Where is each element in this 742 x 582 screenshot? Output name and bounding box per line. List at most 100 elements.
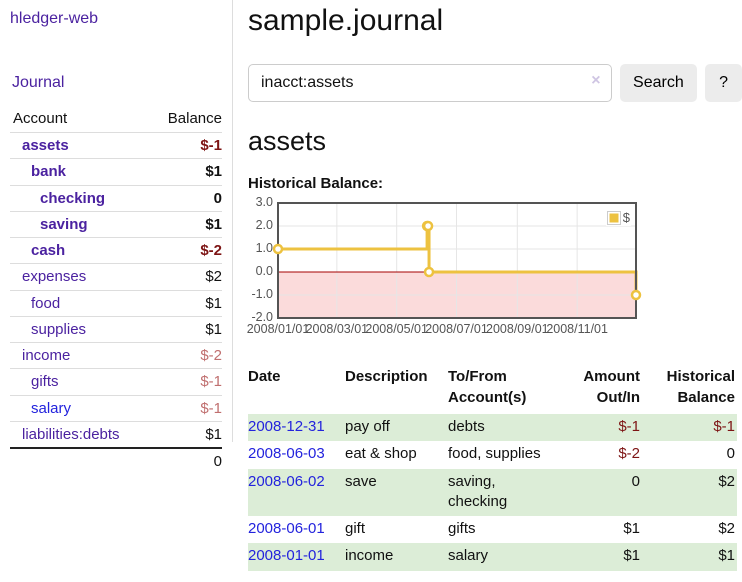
account-row: assets $-1 (10, 132, 222, 160)
chart-canvas (272, 202, 642, 319)
x-axis-tick-label: 2008/01/01 (246, 322, 310, 336)
search-input[interactable] (248, 64, 612, 102)
account-name-cell: salary (10, 395, 152, 422)
account-name-cell: food (10, 290, 152, 317)
account-balance: $-1 (151, 368, 222, 396)
y-axis-tick-label: 3.0 (255, 195, 273, 209)
account-link[interactable]: assets (22, 137, 69, 154)
y-axis-tick-label: 0.0 (255, 264, 273, 278)
account-link[interactable]: saving (40, 215, 88, 233)
accounts-header-row: Account Balance (10, 106, 222, 133)
account-row: cash $-2 (10, 237, 222, 265)
x-axis-tick-label: 2008/05/01 (365, 322, 428, 336)
register-table-body: 2008-12-31 pay off debts $-1 $-1 2008-06-03 ea… (248, 414, 737, 571)
account-row: checking 0 (10, 185, 222, 212)
transaction-amount-cell: $-1 (618, 418, 640, 435)
accounts-table: Account Balance assets $-1 bank $1 checking 0… (10, 106, 222, 475)
transaction-date-link[interactable]: 2008-06-01 (248, 520, 325, 537)
transaction-amount-cell: $-2 (618, 445, 640, 463)
accounts-header-balance: Balance (151, 106, 222, 133)
transaction-amount-cell: $1 (623, 520, 640, 537)
search-button[interactable]: Search (619, 64, 698, 102)
account-link[interactable]: income (22, 347, 71, 364)
account-name-cell: bank (10, 158, 152, 186)
account-name-cell: saving (10, 211, 152, 239)
account-link[interactable]: food (31, 294, 61, 312)
transaction-accounts-cell: saving, checking (448, 472, 508, 510)
app-title-link[interactable]: hledger-web (10, 10, 99, 27)
account-name-cell: cash (10, 237, 152, 265)
search-box: × (248, 64, 612, 102)
sidebar-item-journal[interactable]: Journal (12, 74, 65, 91)
account-row: saving $1 (10, 211, 222, 239)
accounts-header-account: Account (10, 106, 152, 133)
clear-search-icon[interactable]: × (591, 72, 601, 89)
transaction-amount-cell: $1 (623, 547, 640, 565)
account-row: salary $-1 (10, 395, 222, 422)
account-link[interactable]: salary (31, 399, 72, 417)
transaction-row: 2008-06-03 eat & shop food, supplies $-2 0 (248, 441, 737, 468)
transaction-date-link[interactable]: 2008-06-03 (248, 445, 325, 463)
account-link[interactable]: liabilities:debts (22, 425, 120, 443)
accounts-total-spacer (10, 446, 152, 475)
account-balance: $1 (151, 158, 222, 186)
account-balance: $1 (151, 316, 222, 344)
transaction-date-cell: 2008-12-31 (248, 414, 345, 441)
legend-swatch-icon (606, 210, 621, 225)
search-form: × Search ? (248, 64, 742, 102)
sidebar-accounts-body: assets $-1 bank $1 checking 0 saving $1 cash $-2 e… (10, 132, 222, 449)
accounts-total-value: 0 (151, 446, 222, 475)
account-row: liabilities:debts $1 (10, 421, 222, 449)
account-balance: $2 (151, 263, 222, 291)
transaction-balance-cell: $2 (718, 520, 735, 537)
account-link[interactable]: cash (31, 242, 66, 259)
transaction-row: 2008-01-01 income salary $1 $1 (248, 543, 737, 571)
transaction-date-cell: 2008-06-02 (248, 469, 345, 517)
account-name-cell: gifts (10, 368, 152, 396)
transaction-row: 2008-06-02 save saving, checking 0 $2 (248, 468, 737, 517)
account-row: supplies $1 (10, 316, 222, 344)
account-name-cell: income (10, 342, 152, 370)
account-link[interactable]: expenses (22, 268, 87, 286)
account-balance: $1 (151, 421, 222, 449)
account-link[interactable]: supplies (31, 320, 87, 338)
account-row: food $1 (10, 290, 222, 317)
transaction-description-cell: income (345, 547, 394, 565)
transaction-date-cell: 2008-06-01 (248, 516, 345, 543)
transaction-description-cell: eat & shop (345, 445, 417, 463)
transaction-description-cell: save (345, 472, 377, 490)
account-name-cell: checking (10, 185, 152, 212)
transaction-date-link[interactable]: 2008-06-02 (248, 472, 325, 490)
transaction-date-link[interactable]: 2008-01-01 (248, 547, 325, 565)
account-link[interactable]: checking (40, 189, 106, 207)
register-header-date[interactable]: Date (248, 368, 281, 385)
account-balance: $-1 (151, 395, 222, 422)
account-balance: $1 (151, 211, 222, 239)
y-axis-tick-label: -1.0 (251, 287, 273, 301)
account-row: bank $1 (10, 158, 222, 186)
help-button[interactable]: ? (705, 64, 742, 102)
account-balance: $-2 (151, 342, 222, 370)
transaction-date-cell: 2008-06-03 (248, 441, 345, 468)
account-balance: $-1 (151, 132, 222, 160)
account-row: gifts $-1 (10, 368, 222, 396)
transaction-date-link[interactable]: 2008-12-31 (248, 418, 325, 435)
register-header-description: Description (345, 368, 428, 385)
sidebar: hledger-web Journal Account Balance asse… (0, 0, 233, 475)
account-link[interactable]: bank (31, 163, 67, 181)
transaction-row: 2008-06-01 gift gifts $1 $2 (248, 516, 737, 543)
register-header-accounts: To/From Account(s) (448, 368, 527, 406)
transaction-accounts-cell: food, supplies (448, 445, 541, 463)
account-name-cell: liabilities:debts (10, 421, 152, 449)
transaction-row: 2008-12-31 pay off debts $-1 $-1 (248, 414, 737, 442)
register-header-balance: Historical Balance (666, 368, 735, 406)
transaction-accounts-cell: gifts (448, 520, 476, 537)
register-header-amount: Amount Out/In (583, 368, 640, 406)
transaction-accounts-cell: salary (448, 547, 489, 565)
account-balance: 0 (151, 185, 222, 212)
x-axis-tick-label: 2008/11/01 (546, 322, 608, 336)
accounts-total-row: 0 (10, 446, 222, 475)
account-row: expenses $2 (10, 263, 222, 291)
account-balance: $-2 (151, 237, 222, 265)
account-link[interactable]: gifts (31, 373, 59, 391)
